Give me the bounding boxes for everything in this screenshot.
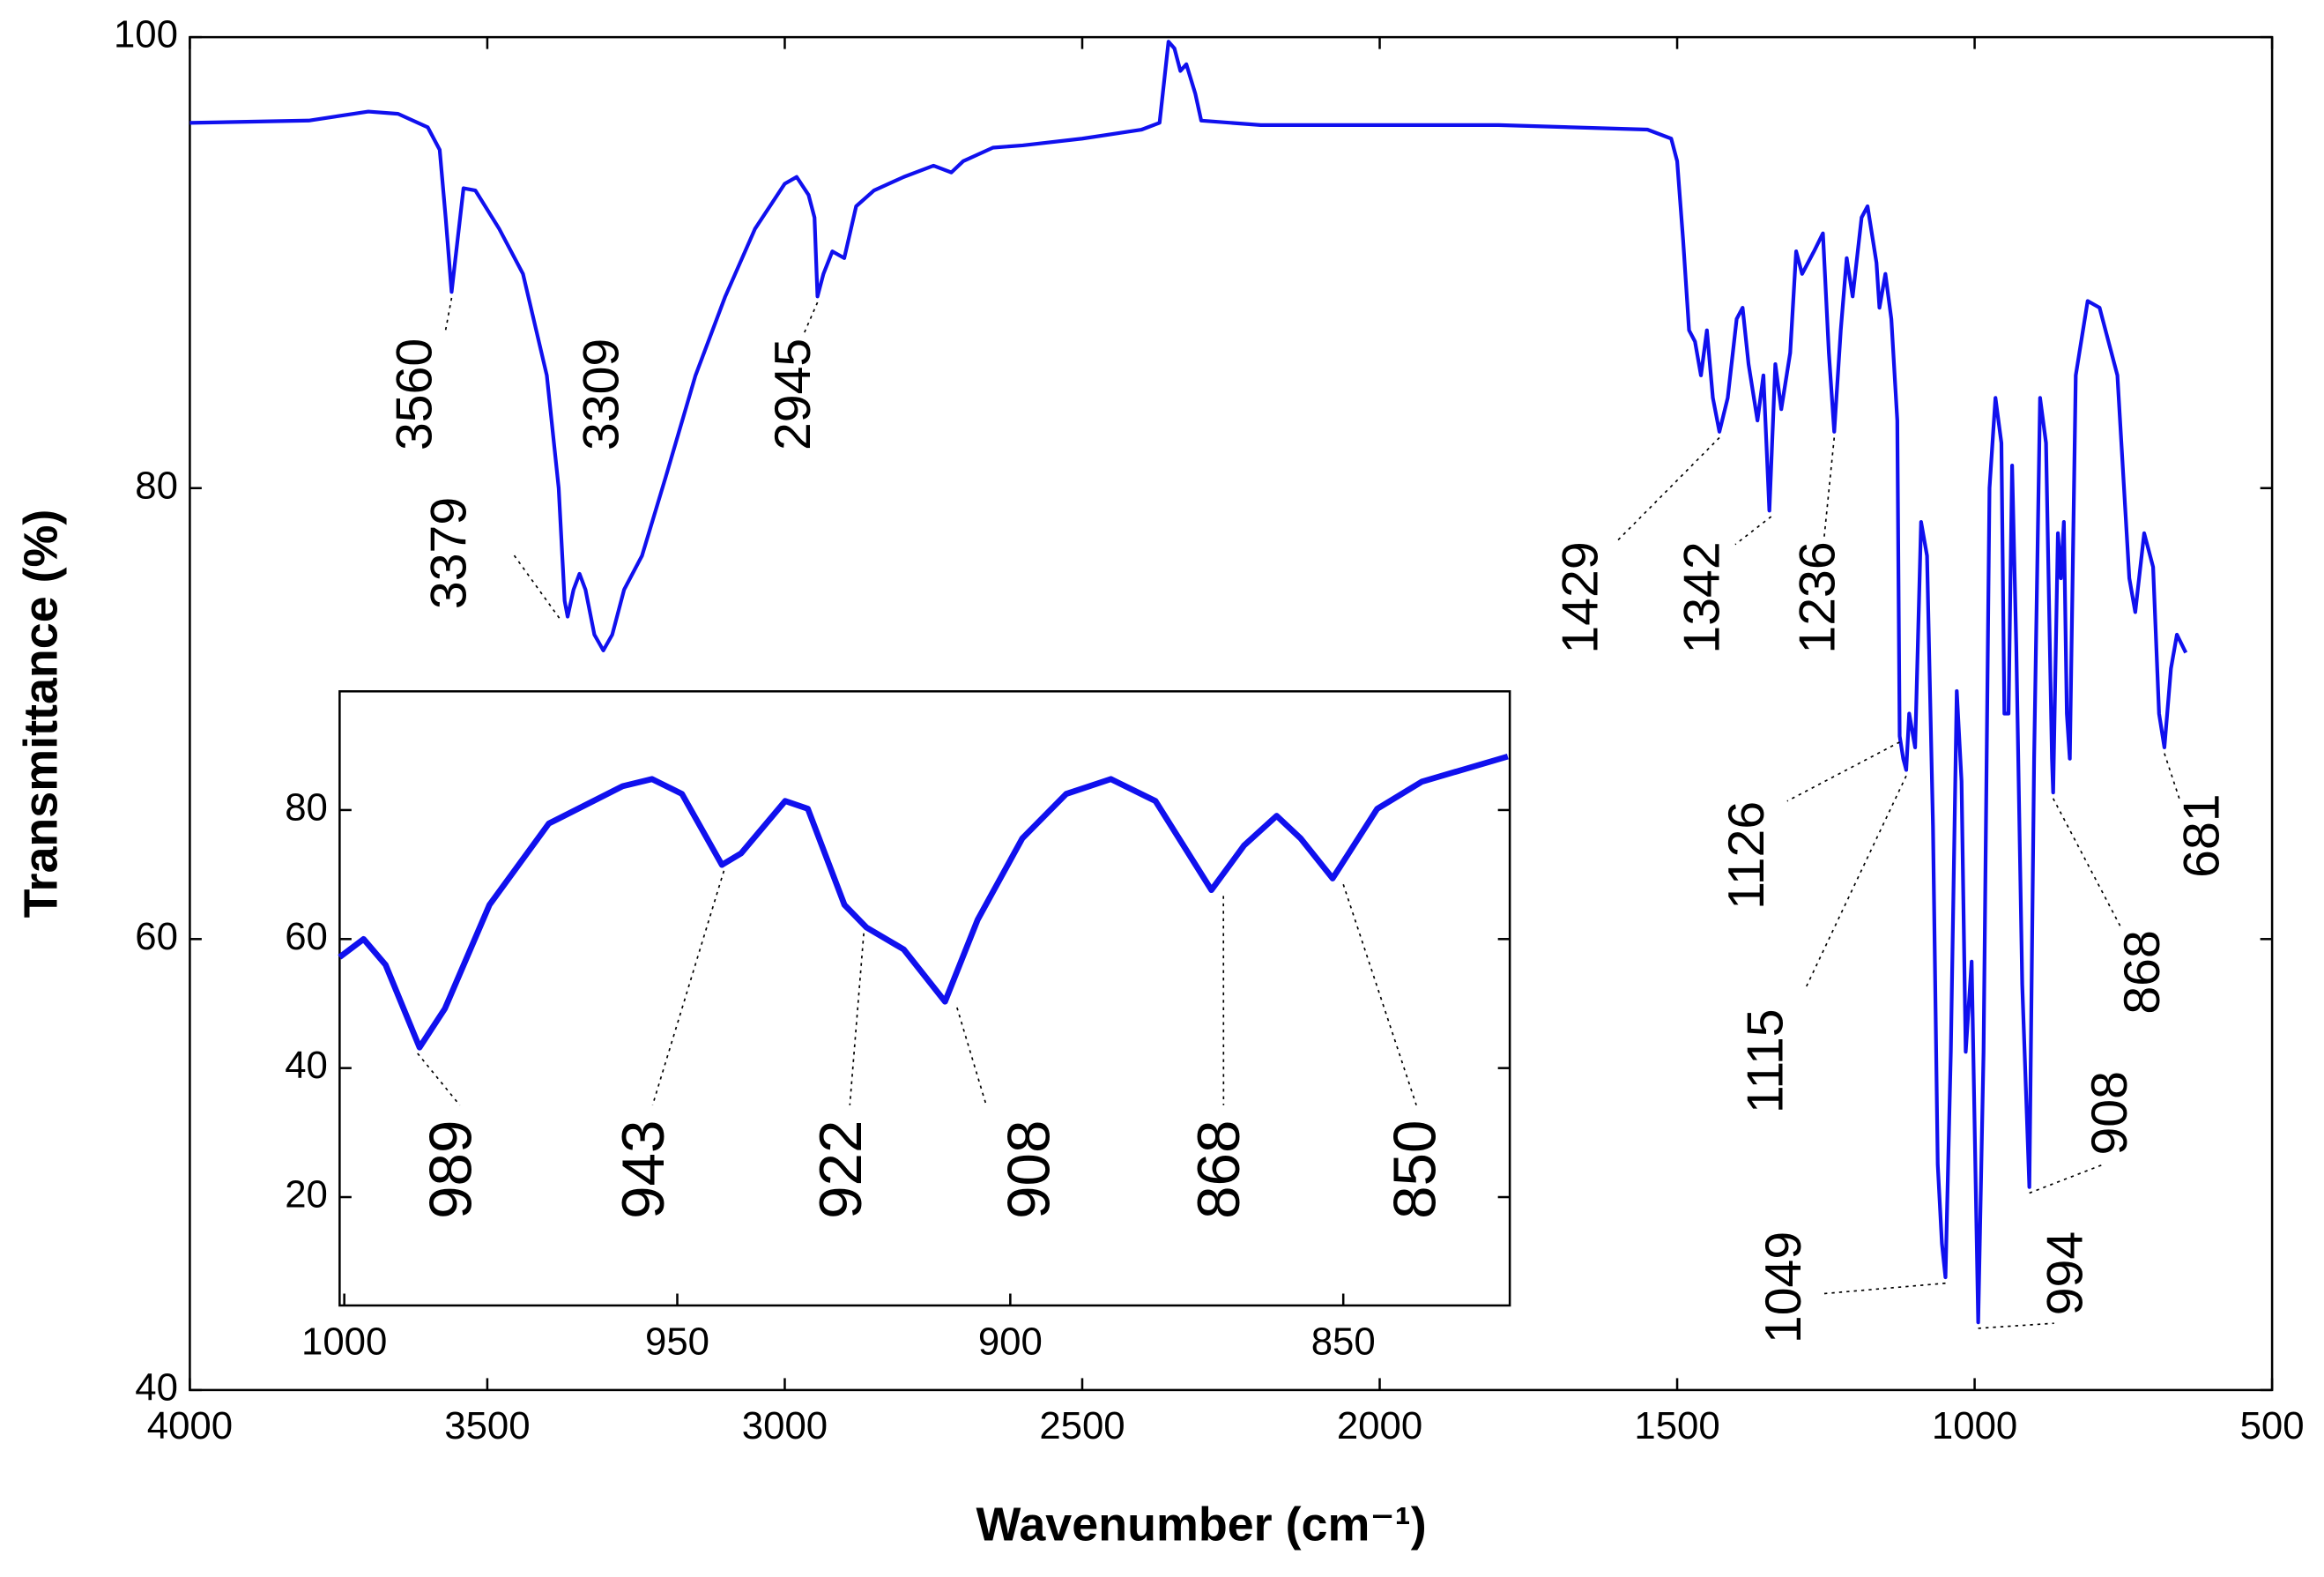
leader-line (2029, 1164, 2104, 1194)
spectrum-line (338, 753, 1509, 1051)
leader-line (444, 297, 453, 334)
y-tick-label: 80 (135, 464, 178, 507)
plot-frame (189, 35, 2274, 1392)
y-tick-label: 60 (285, 915, 328, 958)
peak-label: 850 (1382, 1120, 1448, 1219)
leader-line (956, 1007, 987, 1106)
leader-line (1823, 437, 1836, 538)
leader-line (1823, 1282, 1946, 1295)
x-tick-label: 500 (2240, 1404, 2305, 1447)
peak-label: 943 (611, 1120, 677, 1219)
leader-line (1734, 516, 1772, 546)
peak-label: 681 (2173, 793, 2230, 877)
leader-line (1805, 775, 1907, 987)
spectrum-line (189, 40, 2188, 1325)
x-tick-label: 2500 (1039, 1404, 1125, 1447)
peak-label: 3309 (574, 338, 630, 450)
peak-label: 994 (2038, 1231, 2094, 1315)
plot-frame (338, 690, 1511, 1307)
leader-line (1342, 883, 1417, 1106)
peak-label: 868 (1186, 1120, 1252, 1219)
x-tick-label: 1000 (1932, 1404, 2017, 1447)
leader-line (510, 551, 561, 619)
leader-line (803, 301, 819, 335)
y-axis-title: Transmittance (%) (15, 510, 68, 919)
leader-line (1786, 741, 1900, 802)
peak-label: 2945 (765, 338, 821, 450)
x-tick-label: 3000 (742, 1404, 828, 1447)
y-tick-label: 40 (135, 1365, 178, 1409)
x-tick-label: 1000 (301, 1320, 387, 1363)
leader-line (1978, 1322, 2054, 1329)
leader-line (1615, 436, 1720, 542)
leader-line (2052, 798, 2122, 928)
x-tick-label: 900 (978, 1320, 1043, 1363)
x-axis-title: Wavenumber (cm⁻¹) (976, 1499, 1427, 1551)
peak-label: 908 (997, 1120, 1063, 1219)
y-tick-label: 80 (285, 785, 328, 829)
peak-label: 3379 (420, 497, 477, 609)
x-tick-label: 2000 (1337, 1404, 1422, 1447)
x-tick-label: 850 (1311, 1320, 1376, 1363)
y-tick-label: 20 (285, 1173, 328, 1216)
y-tick-label: 40 (285, 1044, 328, 1087)
leader-line (849, 933, 865, 1105)
peak-label: 3560 (387, 338, 443, 450)
x-tick-label: 1500 (1634, 1404, 1719, 1447)
leader-line (2164, 753, 2181, 802)
x-tick-label: 950 (645, 1320, 709, 1363)
peak-label: 1429 (1552, 541, 1608, 653)
x-tick-label: 4000 (147, 1404, 233, 1447)
peak-label: 1126 (1719, 801, 1775, 910)
peak-label: 908 (2082, 1071, 2138, 1155)
peak-label: 1049 (1756, 1231, 1812, 1343)
y-tick-label: 100 (114, 13, 178, 56)
peak-label: 868 (2114, 930, 2171, 1014)
peak-label: 922 (808, 1120, 874, 1219)
peak-label: 1115 (1738, 1008, 1794, 1113)
y-tick-label: 60 (135, 915, 178, 958)
peak-label: 989 (418, 1120, 484, 1219)
x-tick-label: 3500 (444, 1404, 530, 1447)
peak-label: 1236 (1790, 541, 1846, 653)
peak-label: 1342 (1674, 541, 1730, 653)
